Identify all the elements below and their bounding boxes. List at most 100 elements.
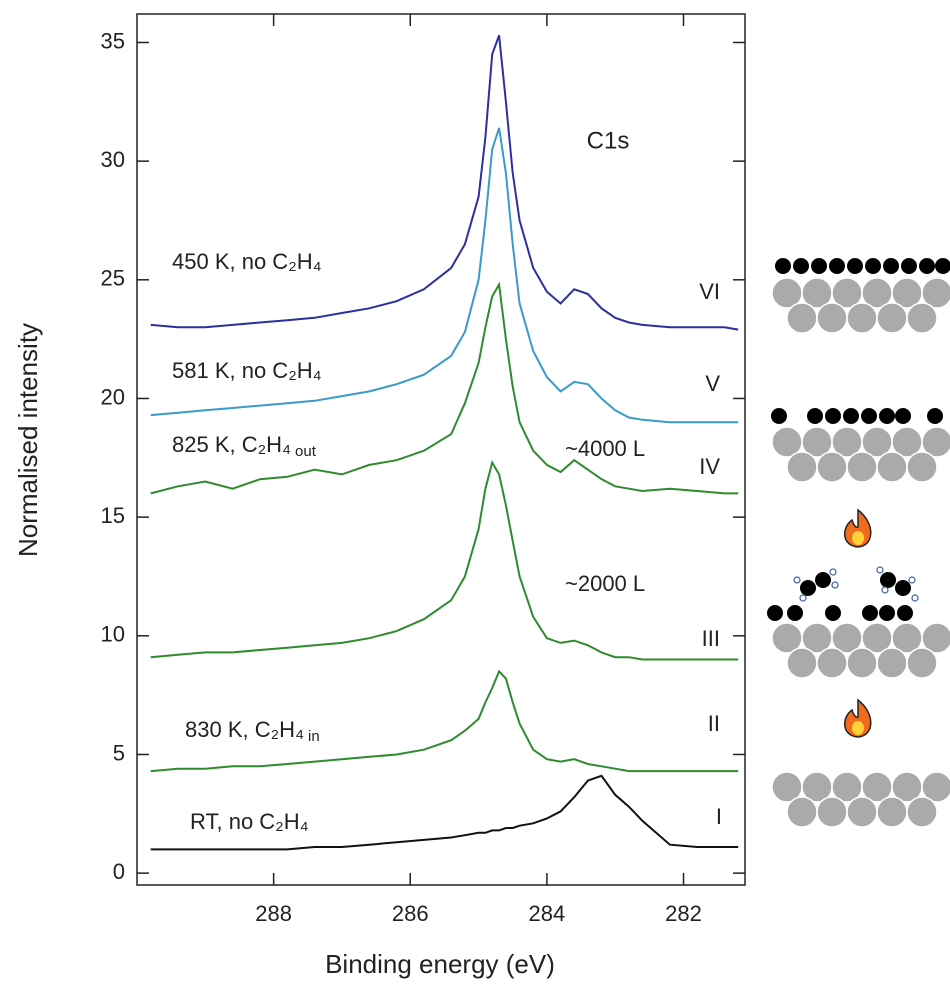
condition-label: 450 K, no C₂H₄ <box>172 249 322 274</box>
carbon-atom <box>879 408 895 424</box>
substrate-atom <box>906 302 938 334</box>
y-tick-label: 35 <box>101 28 125 53</box>
condition-label: 581 K, no C₂H₄ <box>172 358 322 383</box>
spectrum-line <box>150 774 739 851</box>
surface-schematics <box>767 258 950 828</box>
carbon-atom <box>800 580 816 596</box>
substrate-atom <box>786 796 818 828</box>
exposure-label: ~4000 L <box>565 436 645 461</box>
series-name: V <box>705 371 720 396</box>
carbon-atom <box>825 408 841 424</box>
condition-text: RT, no C₂H₄ <box>190 809 309 834</box>
x-tick-label: 286 <box>392 901 429 926</box>
condition-sub: in <box>308 728 320 745</box>
flame-icon <box>844 508 872 548</box>
carbon-atom <box>861 408 877 424</box>
carbon-atom <box>897 605 913 621</box>
carbon-atom <box>807 408 823 424</box>
carbon-atom <box>825 605 841 621</box>
hydrogen-atom <box>793 576 801 584</box>
hydrogen-atom <box>829 568 837 576</box>
substrate-atom <box>786 451 818 483</box>
condition-text: 830 K, C₂H₄ <box>185 717 304 742</box>
y-tick-label: 10 <box>101 622 125 647</box>
hydrogen-atom <box>881 586 889 594</box>
substrate-atom <box>786 302 818 334</box>
carbon-atom <box>895 580 911 596</box>
substrate-atom <box>786 647 818 679</box>
series-name: IV <box>699 454 720 479</box>
carbon-atom <box>829 258 845 274</box>
flame-icon <box>844 698 872 738</box>
carbon-atom <box>771 408 787 424</box>
hydrogen-atom <box>876 566 884 574</box>
substrate-atom <box>906 647 938 679</box>
carbon-atom <box>880 572 896 588</box>
y-tick-label: 25 <box>101 266 125 291</box>
substrate-atom <box>816 647 848 679</box>
carbon-atom <box>767 605 783 621</box>
carbon-atom <box>847 258 863 274</box>
hydrogen-atom <box>908 576 916 584</box>
y-tick-label: 15 <box>101 503 125 528</box>
exposure-label: ~2000 L <box>565 571 645 596</box>
flame-core <box>852 721 864 735</box>
carbon-atom <box>927 408 943 424</box>
substrate-atom <box>921 426 950 458</box>
carbon-atom <box>843 408 859 424</box>
spectrum-line <box>150 669 739 773</box>
spectrum-line <box>150 35 739 331</box>
hydrogen-atom <box>831 581 839 589</box>
x-axis-title: Binding energy (eV) <box>325 949 555 979</box>
carbon-atom <box>935 258 950 274</box>
substrate-atom <box>876 647 908 679</box>
substrate-atom <box>921 622 950 654</box>
substrate-atom <box>846 302 878 334</box>
condition-label: 825 K, C₂H₄ out <box>172 432 317 460</box>
substrate-atom <box>876 451 908 483</box>
condition-text: 825 K, C₂H₄ <box>172 432 291 457</box>
carbon-atom <box>862 605 878 621</box>
condition-text: 581 K, no C₂H₄ <box>172 358 322 383</box>
carbon-atom <box>919 258 935 274</box>
substrate-atom <box>906 451 938 483</box>
carbon-atom <box>787 605 803 621</box>
series-name: II <box>708 711 720 736</box>
series-name: I <box>716 804 722 829</box>
x-tick-label: 288 <box>255 901 292 926</box>
carbon-atom <box>895 408 911 424</box>
series-name: VI <box>699 279 720 304</box>
series-name: III <box>702 626 720 651</box>
chart-title: C1s <box>587 127 630 154</box>
carbon-atom <box>879 605 895 621</box>
condition-label: RT, no C₂H₄ <box>190 809 309 834</box>
spectrum-line <box>150 460 739 661</box>
plot-frame <box>136 13 746 886</box>
substrate-atom <box>846 647 878 679</box>
carbon-atom <box>883 258 899 274</box>
substrate-atom <box>876 302 908 334</box>
condition-sub: out <box>295 443 317 460</box>
y-tick-label: 20 <box>101 384 125 409</box>
y-tick-label: 5 <box>113 740 125 765</box>
substrate-atom <box>921 277 950 309</box>
carbon-atom <box>901 258 917 274</box>
substrate-atom <box>816 302 848 334</box>
carbon-atom <box>775 258 791 274</box>
hydrogen-atom <box>799 594 807 602</box>
substrate-atom <box>906 796 938 828</box>
spectrum-line <box>150 127 739 424</box>
y-tick-label: 0 <box>113 859 125 884</box>
y-axis-title: Normalised intensity <box>13 323 43 557</box>
condition-label: 830 K, C₂H₄ in <box>185 717 320 745</box>
hydrogen-atom <box>911 594 919 602</box>
substrate-atom <box>816 451 848 483</box>
flame-core <box>852 531 864 545</box>
x-tick-label: 282 <box>665 901 702 926</box>
substrate-atom <box>846 451 878 483</box>
x-tick-label: 284 <box>529 901 566 926</box>
substrate-atom <box>876 796 908 828</box>
carbon-atom <box>815 572 831 588</box>
substrate-atom <box>816 796 848 828</box>
